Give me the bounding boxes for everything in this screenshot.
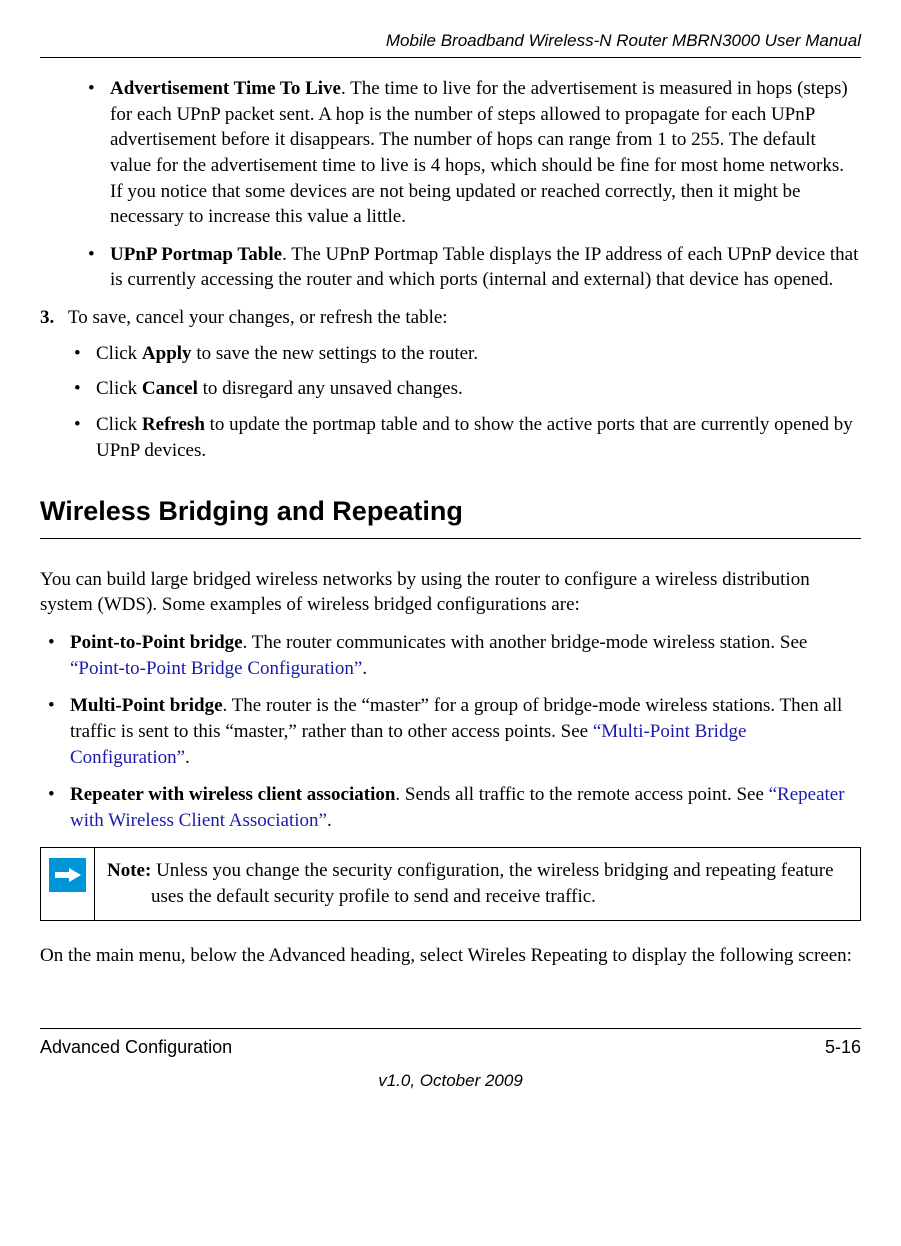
note-body: Unless you change the security configura… <box>151 860 834 907</box>
refresh-bold: Refresh <box>142 414 205 435</box>
apply-post: to save the new settings to the router. <box>192 343 479 364</box>
note-text: Note: Unless you change the security con… <box>107 858 848 909</box>
bullet-marker: • <box>40 693 70 770</box>
portmap-label: UPnP Portmap Table <box>110 244 282 265</box>
bullet-marker: • <box>40 782 70 833</box>
bullet-text: Click Refresh to update the portmap tabl… <box>96 412 861 463</box>
cancel-pre: Click <box>96 378 142 399</box>
bullet-adv-ttl: • Advertisement Time To Live. The time t… <box>80 76 861 230</box>
bullet-marker: • <box>80 242 110 293</box>
step-3: 3. To save, cancel your changes, or refr… <box>40 305 861 331</box>
sub-bullet-refresh: • Click Refresh to update the portmap ta… <box>66 412 861 463</box>
footer-page: 5-16 <box>825 1035 861 1059</box>
bullet-text: Click Cancel to disregard any unsaved ch… <box>96 376 861 402</box>
header-title: Mobile Broadband Wireless-N Router MBRN3… <box>40 30 861 53</box>
note-text-cell: Note: Unless you change the security con… <box>95 848 860 919</box>
sub-bullet-cancel: • Click Cancel to disregard any unsaved … <box>66 376 861 402</box>
step-3-intro: To save, cancel your changes, or refresh… <box>68 305 861 331</box>
cancel-bold: Cancel <box>142 378 198 399</box>
footer-rule <box>40 1028 861 1029</box>
p2p-link[interactable]: “Point-to-Point Bridge Configuration” <box>70 658 362 679</box>
section-rule <box>40 538 861 539</box>
header-rule <box>40 57 861 58</box>
bullet-marker: • <box>40 630 70 681</box>
bullet-marker: • <box>80 76 110 230</box>
multi-label: Multi-Point bridge <box>70 695 223 716</box>
repeater-post: . <box>327 810 332 831</box>
step-3-marker: 3. <box>40 305 68 331</box>
p2p-post: . <box>362 658 367 679</box>
footer: Advanced Configuration 5-16 v1.0, Octobe… <box>40 1028 861 1092</box>
footer-row: Advanced Configuration 5-16 <box>40 1035 861 1059</box>
p2p-label: Point-to-Point bridge <box>70 632 243 653</box>
footer-version: v1.0, October 2009 <box>40 1070 861 1093</box>
note-box: Note: Unless you change the security con… <box>40 847 861 920</box>
bullet-text: Multi-Point bridge. The router is the “m… <box>70 693 861 770</box>
arrow-icon <box>49 858 86 892</box>
bullet-repeater: • Repeater with wireless client associat… <box>40 782 861 833</box>
refresh-post: to update the portmap table and to show … <box>96 414 853 461</box>
refresh-pre: Click <box>96 414 142 435</box>
bullet-multi: • Multi-Point bridge. The router is the … <box>40 693 861 770</box>
section-outro: On the main menu, below the Advanced hea… <box>40 943 861 969</box>
apply-bold: Apply <box>142 343 192 364</box>
adv-ttl-text: . The time to live for the advertisement… <box>110 78 848 227</box>
bullet-marker: • <box>66 341 96 367</box>
p2p-text: . The router communicates with another b… <box>243 632 808 653</box>
repeater-text: . Sends all traffic to the remote access… <box>395 784 768 805</box>
adv-ttl-label: Advertisement Time To Live <box>110 78 341 99</box>
bullet-portmap: • UPnP Portmap Table. The UPnP Portmap T… <box>80 242 861 293</box>
note-label: Note: <box>107 860 151 881</box>
bullet-marker: • <box>66 412 96 463</box>
bullet-text: Point-to-Point bridge. The router commun… <box>70 630 861 681</box>
cancel-post: to disregard any unsaved changes. <box>198 378 463 399</box>
repeater-label: Repeater with wireless client associatio… <box>70 784 395 805</box>
note-icon-cell <box>41 848 95 919</box>
footer-section: Advanced Configuration <box>40 1035 232 1059</box>
section-intro: You can build large bridged wireless net… <box>40 567 861 618</box>
multi-post: . <box>185 747 190 768</box>
bullet-text: Advertisement Time To Live. The time to … <box>110 76 861 230</box>
bullet-text: UPnP Portmap Table. The UPnP Portmap Tab… <box>110 242 861 293</box>
apply-pre: Click <box>96 343 142 364</box>
bullet-text: Click Apply to save the new settings to … <box>96 341 861 367</box>
bullet-marker: • <box>66 376 96 402</box>
section-heading: Wireless Bridging and Repeating <box>40 493 861 529</box>
bullet-p2p: • Point-to-Point bridge. The router comm… <box>40 630 861 681</box>
sub-bullet-apply: • Click Apply to save the new settings t… <box>66 341 861 367</box>
bullet-text: Repeater with wireless client associatio… <box>70 782 861 833</box>
